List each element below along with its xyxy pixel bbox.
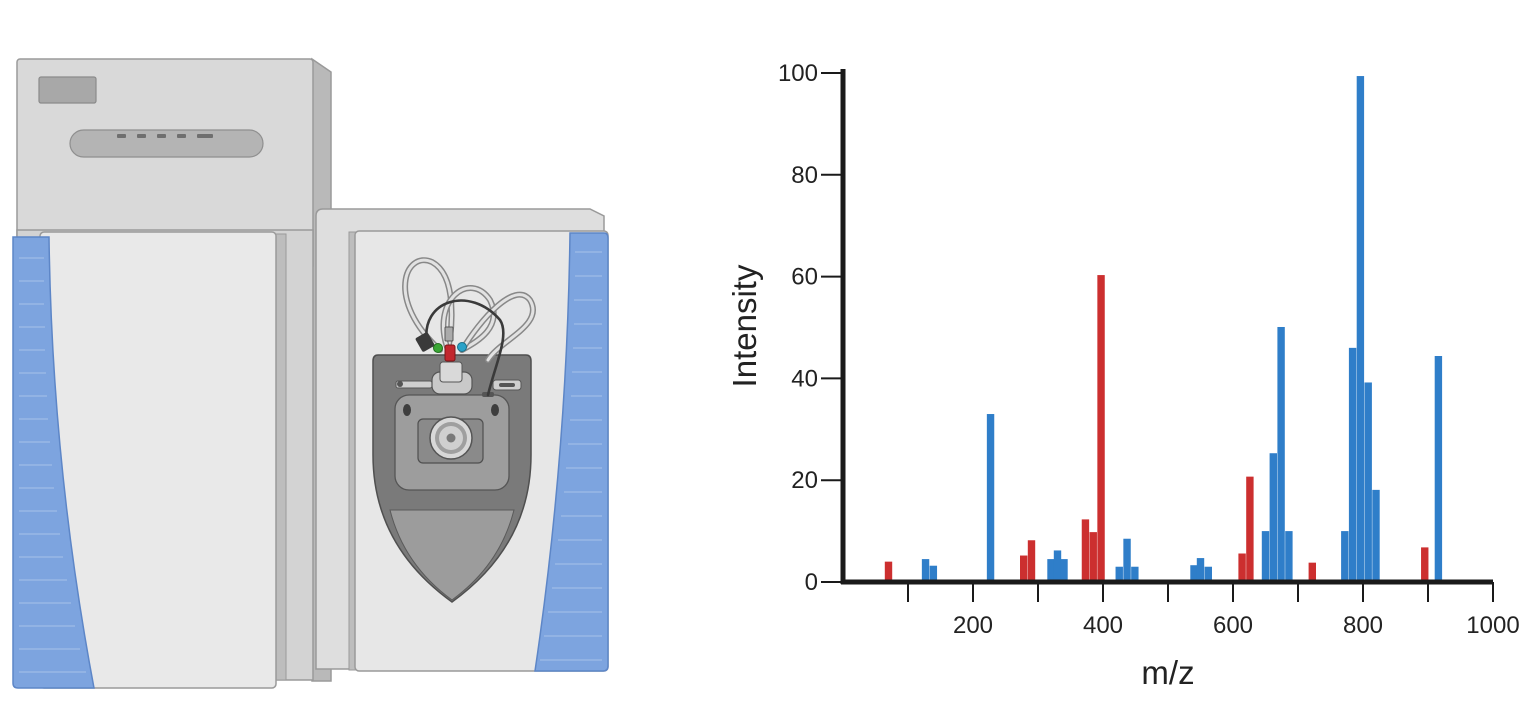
bar-series-1: [921, 559, 930, 582]
y-tick-label: 40: [791, 365, 818, 392]
bar-series-2: [1238, 553, 1246, 582]
right-cabinet: [315, 208, 609, 672]
bar-series-1: [1196, 558, 1205, 582]
x-tick-label: 600: [1213, 612, 1253, 639]
x-tick-label: 1000: [1466, 612, 1519, 639]
bar-series-2: [1089, 532, 1097, 582]
bar-series-1: [1277, 326, 1285, 582]
y-axis-title: Intensity: [726, 264, 763, 387]
display-panel: [38, 76, 97, 104]
bar-series-1: [1356, 76, 1365, 582]
green-fitting: [433, 343, 443, 353]
bar-series-1: [1053, 550, 1062, 582]
bar-series-1: [986, 414, 995, 582]
bar-series-1: [1115, 566, 1123, 582]
bar-series-1: [1269, 453, 1277, 582]
x-ticks: 200 400 600 800 1000: [907, 582, 1520, 639]
y-tick-label: 20: [791, 467, 818, 494]
bar-series-2: [884, 561, 893, 582]
bar-series-1: [929, 565, 938, 582]
bar-series-1: [1348, 347, 1357, 582]
bar-series-2: [1308, 562, 1316, 582]
bar-series-2: [1027, 540, 1036, 582]
left-cabinet: [12, 57, 332, 689]
bar-series-1: [1047, 559, 1055, 582]
bar-series-2: [1081, 519, 1090, 582]
bar-series-1: [1190, 565, 1198, 582]
tubing: [402, 257, 536, 397]
bar-series-1: [1060, 559, 1068, 582]
y-tick-label: 80: [791, 162, 818, 189]
y-tick-label: 100: [778, 60, 818, 87]
x-tick-label: 200: [953, 612, 993, 639]
cyan-fitting: [457, 342, 467, 352]
bar-series-1: [1204, 566, 1212, 582]
right-blue-panel: [534, 232, 609, 672]
bar-series-1: [1364, 382, 1372, 582]
bar-series-2: [1421, 547, 1429, 582]
bar-series-1: [1123, 538, 1131, 582]
bar-series-1: [1261, 531, 1270, 582]
red-fitting: [444, 344, 456, 362]
x-axis-title: m/z: [1141, 654, 1194, 691]
bar-series-1: [1372, 489, 1380, 582]
bar-series-1: [1131, 566, 1139, 582]
bar-series-1: [1434, 356, 1443, 582]
y-tick-label: 60: [791, 264, 818, 291]
x-tick-label: 400: [1083, 612, 1123, 639]
bars-layer: [884, 76, 1443, 582]
bar-series-1: [1285, 531, 1293, 582]
bar-series-2: [1020, 555, 1028, 582]
bar-series-1: [1341, 531, 1349, 582]
y-ticks: 0 20 40 60 80 100: [778, 60, 843, 596]
mass-spectrometer-instrument: [12, 57, 609, 689]
bar-series-2: [1246, 476, 1254, 582]
y-tick-label: 0: [805, 569, 818, 596]
x-tick-label: 800: [1343, 612, 1383, 639]
bar-series-2: [1097, 275, 1105, 582]
